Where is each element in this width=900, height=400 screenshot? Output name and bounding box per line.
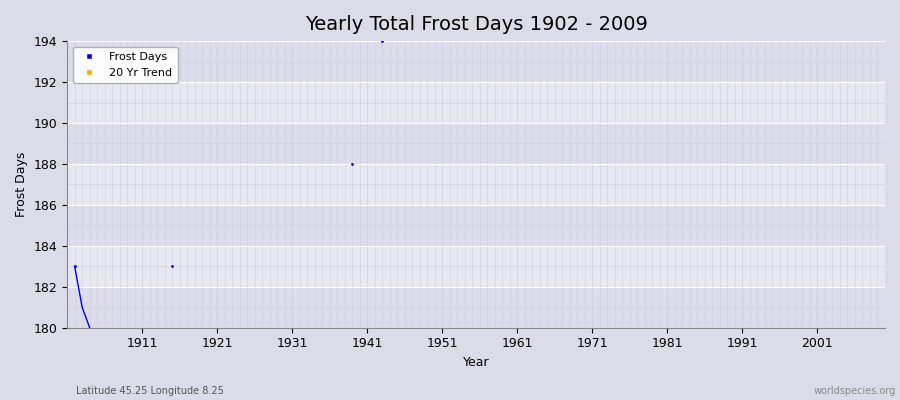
Bar xyxy=(68,123,885,164)
Bar xyxy=(68,82,885,123)
Point xyxy=(375,38,390,44)
Point xyxy=(68,263,82,270)
Point xyxy=(165,263,179,270)
Bar xyxy=(68,246,885,287)
X-axis label: Year: Year xyxy=(463,356,490,369)
Bar xyxy=(68,205,885,246)
Text: worldspecies.org: worldspecies.org xyxy=(814,386,896,396)
Legend: Frost Days, 20 Yr Trend: Frost Days, 20 Yr Trend xyxy=(73,47,178,83)
Bar xyxy=(68,41,885,82)
Bar xyxy=(68,164,885,205)
Text: Latitude 45.25 Longitude 8.25: Latitude 45.25 Longitude 8.25 xyxy=(76,386,224,396)
Bar xyxy=(68,287,885,328)
Title: Yearly Total Frost Days 1902 - 2009: Yearly Total Frost Days 1902 - 2009 xyxy=(304,15,647,34)
Y-axis label: Frost Days: Frost Days xyxy=(15,152,28,217)
Point xyxy=(345,161,359,167)
